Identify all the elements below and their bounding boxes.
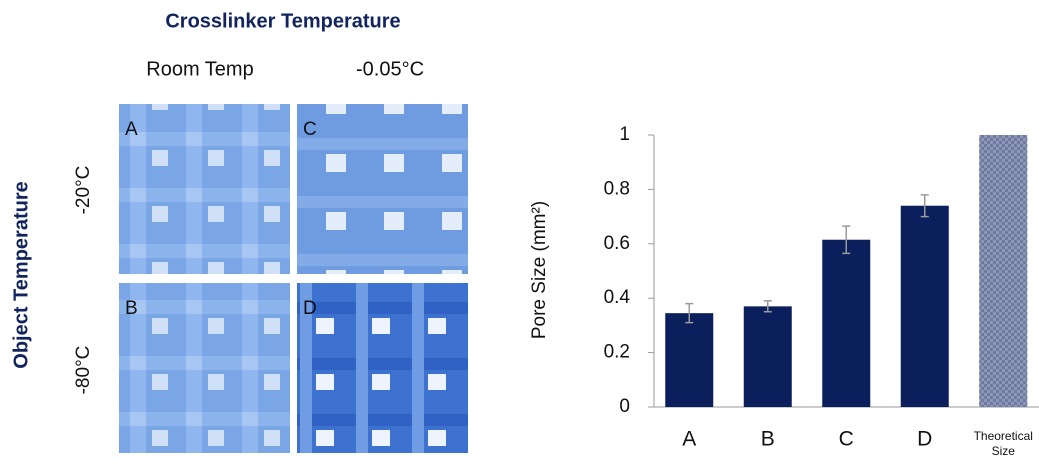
bar	[744, 306, 792, 407]
x-tick-label: D	[917, 428, 932, 451]
x-tick-label: C	[839, 428, 854, 451]
y-tick-label: 0.8	[604, 178, 630, 199]
photo	[297, 283, 468, 453]
photo-label: B	[125, 298, 138, 319]
bar	[822, 240, 870, 407]
photo	[297, 104, 468, 274]
photo	[119, 283, 290, 453]
bar	[901, 206, 949, 407]
photo	[119, 104, 290, 274]
x-tick-label: B	[761, 428, 775, 451]
row-label: -80°C	[73, 346, 94, 395]
column-label: Room Temp	[146, 58, 253, 80]
y-tick-label: 0.6	[604, 233, 630, 254]
y-tick-label: 0	[619, 396, 630, 417]
y-tick-label: 0.2	[604, 342, 630, 363]
y-axis-label: Pore Size (mm²)	[529, 201, 550, 339]
photo-label: A	[125, 119, 138, 140]
bar-pattern	[979, 135, 1027, 407]
column-label: -0.05°C	[356, 58, 424, 80]
figure: Crosslinker Temperature Room Temp -0.05°…	[0, 0, 1039, 459]
photo-label: C	[303, 119, 317, 140]
row-label: -20°C	[73, 166, 94, 215]
x-tick-label: A	[682, 428, 696, 451]
y-tick-label: 1	[619, 124, 630, 145]
row-title: Object Temperature	[10, 181, 32, 368]
panel-title: Crosslinker Temperature	[165, 10, 400, 32]
y-tick-label: 0.4	[604, 287, 631, 308]
bar	[665, 313, 713, 407]
photo-label: D	[303, 298, 317, 319]
